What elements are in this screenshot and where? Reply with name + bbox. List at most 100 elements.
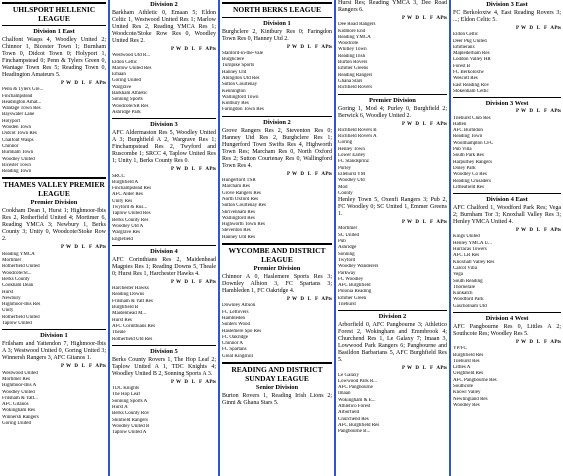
team-name: AFC Pangbourne	[338, 385, 373, 391]
team-name: AFC Corinthians Res	[112, 323, 156, 329]
team-name: FC Leftovers	[222, 309, 249, 315]
team-name: Burghfield B	[112, 305, 139, 311]
stat-cell	[85, 321, 92, 327]
team-name: Vega	[453, 272, 463, 278]
team-name: Turnpike Sports	[222, 63, 255, 69]
table-row: Mortimer Res	[2, 377, 106, 383]
table-row: AFC Pangbourne Res	[453, 378, 561, 384]
team-name: East Reading Rov	[453, 82, 490, 88]
team-name: Polonia Reading	[338, 289, 372, 295]
stat-cell	[71, 169, 78, 175]
team-name: North Oxford Res	[222, 196, 259, 202]
header-cell: A	[550, 26, 554, 31]
stat-cell	[71, 321, 78, 327]
stat-cell	[99, 169, 106, 175]
column-4: Hurst Res; Reading YMCA 3, Dee Road Rang…	[338, 0, 447, 476]
league-table: P W D L F A Pts SRCC Burghfield A Finchampstead R…	[112, 167, 216, 243]
team-name: FC Spartans	[222, 347, 247, 353]
table-row: Dee Road Rangers	[338, 22, 447, 28]
team-name: Hungerford TSR	[222, 178, 256, 184]
stat-cell	[57, 321, 64, 327]
team-name: Woodcote/St...	[2, 270, 32, 276]
stat-cell	[325, 107, 332, 113]
league-table: P W D L F A Pts Stanford-in-the-Vale Burghclere T…	[222, 45, 332, 114]
team-name: Unity Res	[112, 198, 133, 204]
team-name: Barkham Athletic	[112, 91, 148, 97]
table-row: Great Kingshill	[222, 354, 332, 360]
table-row: South Reading	[453, 279, 561, 285]
team-name: Rotherfield United	[2, 264, 40, 270]
table-header-row: P W D L F A Pts	[453, 340, 561, 346]
table-header-row: P W D L F A Pts	[112, 167, 216, 173]
table-row: Wooden Town	[2, 125, 106, 131]
team-name: Headington Amat...	[2, 99, 42, 105]
team-name: Hanney Utd Res	[222, 234, 256, 240]
header-cell: W	[292, 171, 297, 177]
table-row: Emaan	[112, 72, 216, 78]
team-name: Cookham Dean	[2, 283, 34, 289]
stat-cell	[533, 89, 540, 95]
team-name: Reading Town	[453, 134, 483, 140]
header-cell: L	[191, 379, 195, 385]
table-row: Wallingford Res	[222, 216, 332, 222]
table-row: Parkway	[338, 271, 447, 277]
stat-cell	[181, 237, 188, 243]
stat-cell	[195, 337, 202, 343]
divider	[112, 344, 216, 346]
stat-cell	[174, 337, 181, 343]
league-table: P W D L F A Pts Reading YMCA Mortimer Rotherfield…	[2, 245, 106, 327]
results-paragraph: AFC Aldermaston Res 5, Woodley United A …	[112, 130, 216, 165]
team-name: Chinnor	[2, 143, 19, 149]
table-row: Kidmore End	[338, 29, 447, 35]
table-row: Bicester Town	[2, 163, 106, 169]
header-cell: W	[407, 366, 412, 372]
stat-cell	[547, 89, 554, 95]
header-cell: A	[550, 228, 554, 234]
table-row: Littleafield Res	[453, 185, 561, 191]
table-row: Finchampstead Res	[112, 186, 216, 192]
team-name: Henley YMCA U...	[453, 240, 492, 246]
header-cell: D	[415, 121, 419, 127]
team-name: Sonning	[338, 251, 355, 257]
header-cell: F	[198, 279, 202, 285]
header-cell: L	[536, 339, 540, 345]
stat-cell	[78, 169, 85, 175]
team-name: Winnersh Rangers	[2, 414, 39, 420]
header-cell: D	[529, 339, 533, 345]
table-row: Southcote	[453, 384, 561, 390]
team-name: Ellehurst YM	[338, 171, 366, 177]
team-name: Berks County	[2, 276, 30, 282]
header-cell: Pts	[325, 171, 332, 177]
stat-cell	[554, 89, 561, 95]
stat-cell	[85, 169, 92, 175]
table-row: Theale	[112, 330, 216, 336]
header-cell: P	[401, 16, 405, 21]
stat-cell	[297, 107, 304, 113]
stat-cell	[202, 237, 209, 243]
division-heading: Division 4	[150, 247, 178, 255]
team-name: Wooden Town	[2, 125, 32, 131]
league-table: P W D L F A Pts Eldon Celtic Deer Pkg United Emme…	[453, 26, 561, 95]
table-row: Kintbury Res	[222, 101, 332, 107]
table-row: Chinnor	[2, 144, 106, 150]
table-row: Henley Town	[338, 147, 447, 153]
team-name: Westwood United	[2, 370, 38, 376]
header-cell: L	[81, 81, 85, 86]
league-table: P W D L F A Pts Westwood United Mortimer Res High…	[2, 364, 106, 427]
table-row: Ashridge Park	[112, 110, 216, 116]
stat-cell	[512, 89, 519, 95]
team-name: Hanney Utd	[222, 69, 247, 75]
team-name: Stanford-in-the-Vale	[222, 50, 264, 56]
header-cell: L	[307, 44, 311, 50]
table-row: Burghfield B	[112, 305, 216, 311]
results-paragraph: Frilsham and Yattendon 7, Highmoor-Ibis …	[2, 341, 106, 362]
table-row: The Hop Leaf	[112, 392, 216, 398]
header-cell: W	[66, 364, 71, 370]
header-cell: D	[74, 81, 78, 86]
stat-cell	[540, 185, 547, 191]
table-row: FC Leftovers	[222, 310, 332, 316]
team-name: Unity	[2, 308, 14, 314]
header-cell: D	[184, 167, 188, 173]
team-name: Harpurhey Rangers	[453, 159, 493, 165]
results-paragraph: Burghclere 2, Kintbury Res 0; Faringdon …	[222, 28, 332, 42]
